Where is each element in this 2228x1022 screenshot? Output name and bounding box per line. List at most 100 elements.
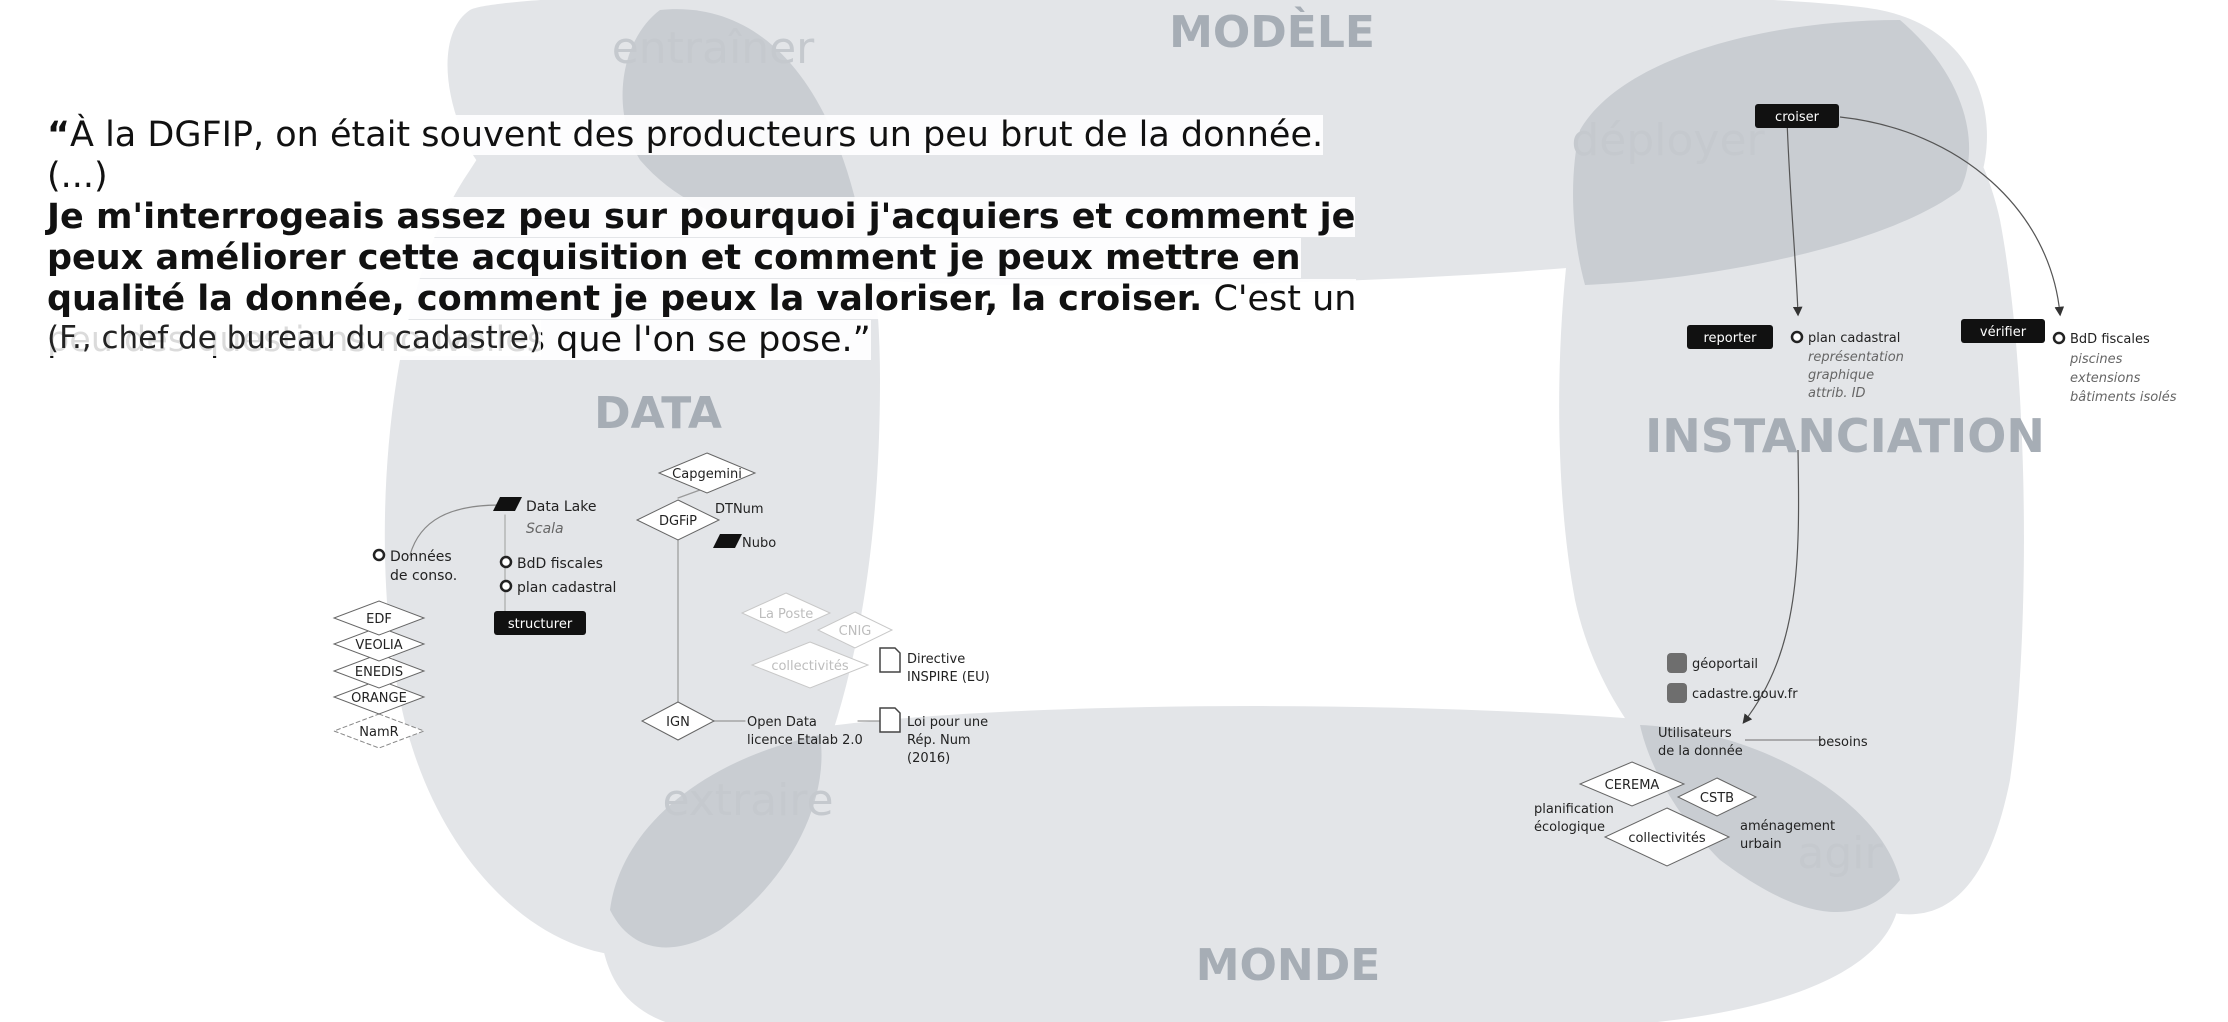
- arrow-plan-utilisateurs: [1742, 449, 1800, 724]
- loi-label-1: Loi pour une: [907, 715, 988, 730]
- cstb-label: CSTB: [1700, 791, 1734, 806]
- planification-label-1: planification: [1534, 802, 1614, 817]
- section-modele: MODÈLE: [1169, 5, 1375, 58]
- utilisateurs-label-2: de la donnée: [1658, 744, 1743, 759]
- bdd-label: BdD fiscales: [517, 556, 603, 572]
- plan-detail-2: graphique: [1808, 368, 1874, 383]
- instanciation-diagram: croiser reporter plan cadastral représen…: [1534, 104, 2177, 867]
- conso-bullet: [372, 548, 386, 562]
- conso-label-1: Données: [390, 549, 452, 565]
- bdd-bullet-inst: [2052, 331, 2066, 345]
- datalake-icon: [493, 497, 522, 511]
- plan-label-inst: plan cadastral: [1808, 331, 1900, 346]
- utilisateurs-label-1: Utilisateurs: [1658, 726, 1732, 741]
- producer-veolia: VEOLIA: [355, 638, 402, 653]
- planification-label-2: écologique: [1534, 820, 1605, 835]
- amenagement-label-2: urbain: [1740, 837, 1782, 852]
- capgemini-diamond: [657, 452, 757, 494]
- verifier-tag: [1961, 319, 2045, 343]
- collectivites-diamond-data: [750, 641, 870, 689]
- laposte-label: La Poste: [759, 607, 814, 622]
- producer-namr: NamR: [359, 725, 398, 740]
- capgemini-label: Capgemini: [672, 467, 742, 482]
- quote-line-1: À la DGFIP, on était souvent des product…: [47, 115, 1324, 196]
- directive-label-2: INSPIRE (EU): [907, 670, 990, 685]
- plan-detail-3: attrib. ID: [1808, 386, 1865, 401]
- reporter-tag: [1687, 325, 1773, 349]
- cadastre-label: cadastre.gouv.fr: [1692, 687, 1798, 702]
- bdd-bullet: [499, 555, 513, 569]
- geoportail-icon: [1667, 653, 1687, 673]
- dgfip-label: DGFiP: [659, 514, 697, 529]
- producer-edf: EDF: [366, 612, 392, 627]
- quote-open-mark: “: [47, 115, 71, 155]
- dgfip-diamond: [635, 499, 721, 541]
- data-monde-overlap: [610, 735, 822, 948]
- verb-deployer: déployer: [1571, 115, 1765, 166]
- verb-labels: entraîner déployer extraire agir: [612, 23, 1884, 879]
- producer-diamond-veolia: [332, 626, 426, 662]
- cnig-label: CNIG: [839, 624, 872, 639]
- cerema-label: CEREMA: [1605, 778, 1660, 793]
- modele-instanciation-overlap: [1573, 20, 1970, 285]
- structurer-tag-label: structurer: [508, 617, 573, 632]
- geoportail-label: géoportail: [1692, 657, 1758, 672]
- section-data: DATA: [594, 388, 722, 439]
- verifier-tag-label: vérifier: [1980, 325, 2027, 340]
- plan-bullet: [499, 579, 513, 593]
- producer-orange: ORANGE: [351, 691, 407, 706]
- nubo-icon: [713, 534, 742, 548]
- loi-label-3: (2016): [907, 751, 950, 766]
- link-dgfip-capgemini: [677, 489, 701, 499]
- loi-doc-icon: [879, 707, 901, 733]
- instanciation-monde-overlap: [1640, 725, 1900, 913]
- quote-attribution: (F., chef de bureau du cadastre): [47, 320, 542, 356]
- plan-bullet-inst: [1790, 330, 1804, 344]
- datalake-label: Data Lake: [526, 499, 596, 515]
- collectivites-label-inst: collectivités: [1628, 831, 1706, 846]
- directive-label-1: Directive: [907, 652, 965, 667]
- producer-diamond-orange: [332, 679, 426, 715]
- bdd-detail-3: bâtiments isolés: [2070, 390, 2177, 405]
- arrow-croiser-bdd: [1839, 116, 2065, 317]
- collectivites-diamond-inst: [1603, 807, 1731, 867]
- opendata-label-1: Open Data: [747, 715, 817, 730]
- producer-diamond-enedis: [332, 653, 426, 689]
- verb-agir: agir: [1797, 828, 1883, 879]
- scala-label: Scala: [526, 521, 564, 537]
- collectivites-label-data: collectivités: [771, 659, 849, 674]
- monde-blob: [596, 706, 1900, 1022]
- reporter-tag-label: reporter: [1703, 331, 1757, 346]
- section-labels: MODÈLE DATA INSTANCIATION MONDE: [594, 5, 2045, 991]
- besoins-label: besoins: [1818, 735, 1868, 750]
- plan-label: plan cadastral: [517, 580, 616, 596]
- producer-stack: NamR ORANGE ENEDIS VEOLIA EDF: [332, 600, 426, 749]
- data-diagram: Données de conso. Data Lake Scala BdD fi…: [332, 452, 990, 766]
- cstb-diamond: [1676, 777, 1758, 817]
- bdd-label-inst: BdD fiscales: [2070, 332, 2150, 347]
- cnig-diamond: [816, 611, 894, 649]
- producer-diamond-edf: [332, 600, 426, 636]
- structurer-tag: [494, 611, 586, 635]
- opendata-label-2: licence Etalab 2.0: [747, 733, 863, 748]
- verb-entrainer: entraîner: [612, 23, 815, 74]
- quote-bold: Je m'interrogeais assez peu sur pourquoi…: [47, 197, 1356, 319]
- ign-diamond: [640, 701, 716, 741]
- directive-doc-icon: [879, 647, 901, 673]
- croiser-tag-label: croiser: [1775, 110, 1820, 125]
- dtnum-label: DTNum: [715, 502, 764, 517]
- bdd-detail-1: piscines: [2069, 352, 2123, 367]
- amenagement-label-1: aménagement: [1740, 819, 1835, 834]
- producer-enedis: ENEDIS: [355, 665, 403, 680]
- croiser-tag: [1755, 104, 1839, 128]
- plan-detail-1: représentation: [1808, 350, 1904, 365]
- loi-label-2: Rép. Num: [907, 733, 971, 748]
- verb-extraire: extraire: [662, 775, 833, 826]
- cerema-diamond: [1578, 761, 1686, 807]
- link-conso-datalake: [409, 504, 501, 556]
- cadastre-icon: [1667, 683, 1687, 703]
- conso-label-2: de conso.: [390, 568, 457, 584]
- section-instanciation: INSTANCIATION: [1645, 409, 2045, 463]
- nubo-label: Nubo: [742, 536, 776, 551]
- section-monde: MONDE: [1196, 940, 1381, 991]
